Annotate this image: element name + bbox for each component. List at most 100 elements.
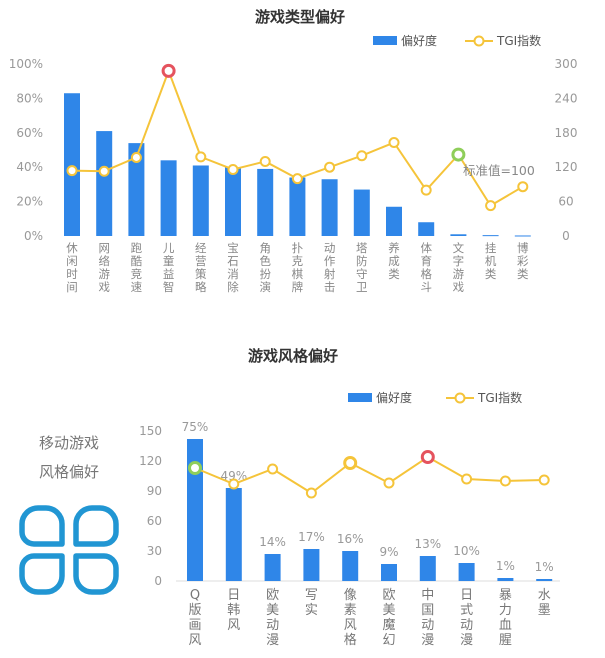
chart1-tgi-point <box>130 151 142 163</box>
chart1-tgi-point <box>451 147 466 162</box>
chart1-tgi-point <box>195 151 207 163</box>
chart2-x-tick-label: Q 版画风 <box>188 588 201 648</box>
chart1-y-left-tick: 60% <box>16 126 43 140</box>
chart1-y-left-tick: 20% <box>16 195 43 209</box>
chart1-bar <box>64 93 80 237</box>
chart1-legend-line-marker <box>473 35 485 47</box>
chart2-x-tick-label: 中国动漫 <box>421 588 434 648</box>
chart1-y-right-tick: 240 <box>555 91 578 105</box>
chart1-bar <box>353 189 370 236</box>
chart2-legend-line-marker <box>454 392 466 404</box>
chart1-legend-bar-swatch <box>373 36 397 45</box>
chart2-tgi-point <box>383 477 395 489</box>
chart2-bar <box>225 488 242 581</box>
chart2-tgi-point <box>343 456 358 470</box>
chart2-y-tick: 30 <box>147 544 162 558</box>
chart2-x-tick-label: 像素风格 <box>344 588 357 648</box>
chart1-x-tick-label: 文字游戏 <box>453 241 465 294</box>
chart1-bar <box>289 177 306 236</box>
chart1-x-tick-label: 体育格斗 <box>420 241 432 294</box>
chart1-x-tick-label: 儿童益智 <box>163 241 175 294</box>
chart2-tgi-point <box>461 473 473 485</box>
chart2-tgi-point <box>499 475 511 487</box>
chart2-legend-bar-swatch <box>348 393 372 402</box>
chart1-x-tick-label: 网络游戏 <box>98 241 110 294</box>
chart2-x-tick-label: 写实 <box>305 588 318 618</box>
chart1-tgi-point <box>485 200 497 212</box>
chart2-y-tick: 90 <box>147 484 162 498</box>
chart2-tgi-point <box>305 487 317 499</box>
chart1-bar <box>96 131 113 236</box>
chart2-x-tick-label: 日韩风 <box>227 588 240 633</box>
chart1-x-tick-label: 休闲时间 <box>66 241 78 294</box>
chart2-tgi-point <box>228 478 240 490</box>
clover-icon <box>19 505 119 595</box>
chart-game-type-preference: 游戏类型偏好 偏好度 TGI指数 0% 20% 40% 60% 80% 100% 0 60 1… <box>9 8 578 294</box>
chart1-x-tick-label: 跑酷竞速 <box>131 241 143 294</box>
side-label-line1: 移动游戏 <box>39 434 99 452</box>
chart2-bar <box>187 439 203 581</box>
chart1-tgi-point <box>324 161 336 173</box>
chart1-bar <box>257 168 274 236</box>
chart1-bar <box>418 222 435 236</box>
chart1-x-tick-label: 宝石消除 <box>227 241 239 294</box>
chart1-x-tick-label: 角色扮演 <box>259 241 271 294</box>
chart2-bar-value-label: 17% <box>298 530 325 544</box>
chart1-tgi-point <box>356 150 368 162</box>
chart1-x-tick-label: 动作射击 <box>324 241 336 294</box>
chart2-bar <box>458 563 475 581</box>
chart1-tgi-point <box>161 63 176 78</box>
chart2-bar-value-label: 16% <box>337 532 364 546</box>
chart1-tgi-point <box>227 163 239 175</box>
chart2-y-tick: 60 <box>147 514 162 528</box>
chart2-bar-value-label: 1% <box>496 559 515 573</box>
side-panel: 移动游戏 风格偏好 <box>19 434 119 595</box>
chart2-bar-value-label: 13% <box>414 537 441 551</box>
chart1-x-tick-label: 塔防守卫 <box>356 241 368 294</box>
chart1-y-right-tick: 60 <box>558 195 573 209</box>
chart2-bar <box>342 551 359 581</box>
side-label-line2: 风格偏好 <box>39 463 99 481</box>
chart2-bar <box>497 578 514 581</box>
chart2-tgi-point <box>188 461 202 475</box>
chart1-bar <box>514 235 531 237</box>
chart2-tgi-point <box>420 450 435 464</box>
chart2-x-tick-label: 欧美动漫 <box>266 588 279 648</box>
chart1-tgi-point <box>291 173 303 185</box>
chart1-y-left-tick: 80% <box>16 91 43 105</box>
chart1-annotation-standard-value: 标准值=100 <box>463 163 535 178</box>
chart1-legend-line-label: TGI指数 <box>496 33 541 48</box>
chart2-bar-value-label: 14% <box>259 535 286 549</box>
chart2-y-tick: 120 <box>139 454 162 468</box>
chart2-bar <box>381 564 397 581</box>
chart1-y-right-tick: 0 <box>562 229 570 243</box>
chart1-y-right-tick: 120 <box>555 160 578 174</box>
chart2-bar-value-label: 10% <box>453 544 480 558</box>
chart2-bar-value-label: 49% <box>220 469 247 483</box>
chart1-legend-bar-label: 偏好度 <box>401 33 437 48</box>
chart2-bar <box>303 549 320 581</box>
chart1-title: 游戏类型偏好 <box>255 8 345 26</box>
chart-game-style-preference: 游戏风格偏好 偏好度 TGI指数 0 30 60 90 120 150 75% 49% 14%… <box>139 347 560 648</box>
chart1-bar <box>321 179 338 236</box>
chart1-y-right-tick: 180 <box>555 126 578 140</box>
chart1-bar <box>386 206 402 236</box>
chart2-bar-value-label: 9% <box>379 545 398 559</box>
chart1-tgi-point <box>259 155 271 167</box>
chart1-tgi-point <box>517 181 529 193</box>
chart1-tgi-point <box>420 184 432 196</box>
chart2-legend-bar-label: 偏好度 <box>376 390 412 405</box>
chart2-bar <box>419 556 436 581</box>
chart1-x-tick-label: 挂机类 <box>485 241 497 281</box>
chart2-legend-line-label: TGI指数 <box>477 390 522 405</box>
chart1-bar <box>160 160 177 236</box>
chart1-x-tick-label: 经营策略 <box>195 241 207 294</box>
chart2-title: 游戏风格偏好 <box>248 347 338 365</box>
chart1-x-tick-label: 养成类 <box>388 241 400 281</box>
chart2-bar-value-label: 1% <box>535 560 554 574</box>
chart1-y-left-tick: 100% <box>9 57 43 71</box>
chart2-bar <box>264 554 281 581</box>
chart2-bar <box>536 579 553 581</box>
chart2-tgi-line <box>194 455 545 495</box>
